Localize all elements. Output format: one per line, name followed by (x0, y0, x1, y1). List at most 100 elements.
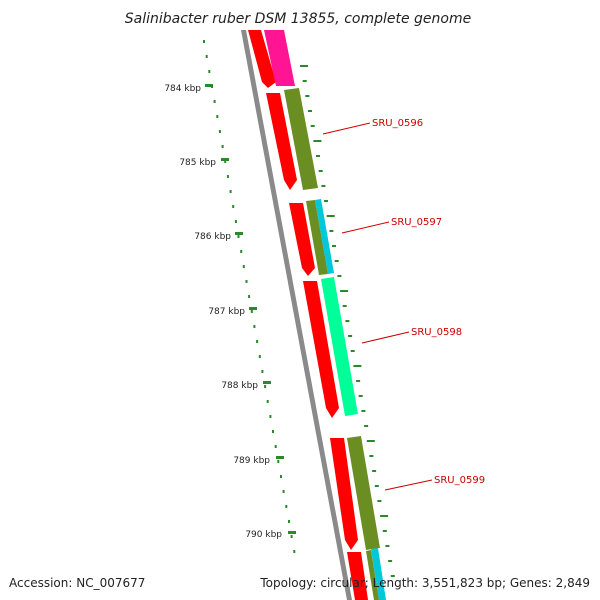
olive-block (347, 436, 380, 550)
minor-tick (380, 515, 389, 517)
gene-label-sru-0596: SRU_0596 (372, 118, 423, 129)
kbp-tick (221, 158, 229, 161)
minor-tick (285, 505, 288, 508)
minor-tick (340, 290, 349, 292)
minor-tick (356, 380, 361, 382)
cds-arrow (248, 30, 276, 88)
minor-tick (382, 530, 387, 532)
minor-tick (232, 205, 235, 208)
accession-text: Accession: NC_007677 (9, 576, 145, 590)
kbp-tick (263, 381, 271, 384)
minor-tick (282, 490, 285, 493)
minor-tick (374, 485, 379, 487)
olive-block (284, 88, 318, 190)
kbp-label: 789 kbp (233, 456, 270, 466)
minor-tick (377, 500, 382, 502)
minor-tick (310, 125, 315, 127)
minor-tick (226, 175, 229, 178)
olive-block (366, 550, 379, 600)
minor-tick (250, 310, 253, 313)
magenta-block (264, 30, 295, 86)
minor-tick (205, 55, 208, 58)
minor-tick (261, 370, 264, 373)
minor-tick (342, 305, 347, 307)
minor-tick (388, 560, 393, 562)
cds-arrow (303, 281, 339, 418)
backbone-ring (241, 30, 352, 600)
gene-label-sru-0597: SRU_0597 (391, 217, 442, 228)
minor-tick (358, 395, 363, 397)
minor-tick (274, 445, 277, 448)
minor-tick (288, 520, 290, 523)
minor-tick (240, 250, 243, 253)
cds-track (248, 30, 368, 600)
minor-tick (264, 385, 267, 388)
minor-tick (316, 155, 320, 157)
minor-tick (245, 280, 248, 283)
minor-tick (258, 355, 261, 358)
minor-tick (369, 455, 374, 457)
minor-tick (313, 140, 322, 142)
minor-tick (324, 200, 328, 202)
cyan-block (371, 548, 386, 600)
minor-tick (221, 145, 224, 148)
minor-tick (253, 325, 256, 328)
minor-tick (364, 425, 369, 427)
map-title: Salinibacter ruber DSM 13855, complete g… (125, 11, 471, 27)
gene-leader-line (341, 221, 390, 234)
cds-arrow (289, 203, 315, 276)
topology-text: Topology: circular; Length: 3,551,823 bp… (259, 576, 590, 590)
kbp-label: 787 kbp (208, 307, 245, 317)
minor-tick (329, 230, 334, 232)
minor-tick (366, 440, 375, 442)
kbp-tick (276, 456, 284, 459)
kbp-label: 788 kbp (221, 381, 258, 391)
minor-tick (300, 65, 308, 67)
kbp-label: 786 kbp (194, 232, 231, 242)
minor-tick (361, 410, 366, 412)
minor-tick (326, 215, 335, 217)
minor-tick (256, 340, 259, 343)
kbp-tick (235, 232, 243, 235)
minor-tick (290, 535, 293, 538)
minor-tick (224, 160, 227, 163)
minor-tick (372, 470, 377, 472)
minor-tick (277, 460, 280, 463)
minor-tick (305, 95, 310, 97)
minor-tick (385, 545, 390, 547)
minor-tick (321, 185, 326, 187)
minor-tick (272, 430, 274, 433)
minor-tick (242, 265, 245, 268)
minor-tick (318, 170, 323, 172)
minor-tick (234, 220, 237, 223)
gene-leader-line (322, 122, 371, 135)
gene-leader-line (384, 479, 433, 491)
kbp-label: 790 kbp (245, 530, 282, 540)
minor-tick (293, 550, 296, 553)
minor-tick (337, 275, 342, 277)
cds-arrow (330, 438, 358, 550)
kbp-major-ticks (205, 84, 296, 534)
kbp-tick (205, 84, 213, 87)
gene-label-sru-0599: SRU_0599 (434, 475, 485, 486)
cds-arrow (266, 93, 297, 190)
minor-tick (216, 115, 219, 118)
cds-arrow (347, 552, 368, 600)
minor-tick (229, 190, 232, 193)
minor-tick (332, 245, 336, 247)
minor-tick (237, 235, 240, 238)
minor-tick (308, 110, 312, 112)
minor-tick (353, 365, 362, 367)
minor-tick (218, 130, 221, 133)
minor-ticks-right (300, 65, 395, 577)
minor-tick (248, 295, 251, 298)
minor-tick (266, 400, 269, 403)
minor-tick (345, 320, 350, 322)
kbp-tick (288, 531, 296, 534)
spring-green-block (321, 277, 358, 416)
minor-tick (208, 70, 211, 73)
cyan-block (315, 199, 334, 274)
kbp-label: 784 kbp (164, 84, 201, 94)
minor-tick (213, 100, 216, 103)
